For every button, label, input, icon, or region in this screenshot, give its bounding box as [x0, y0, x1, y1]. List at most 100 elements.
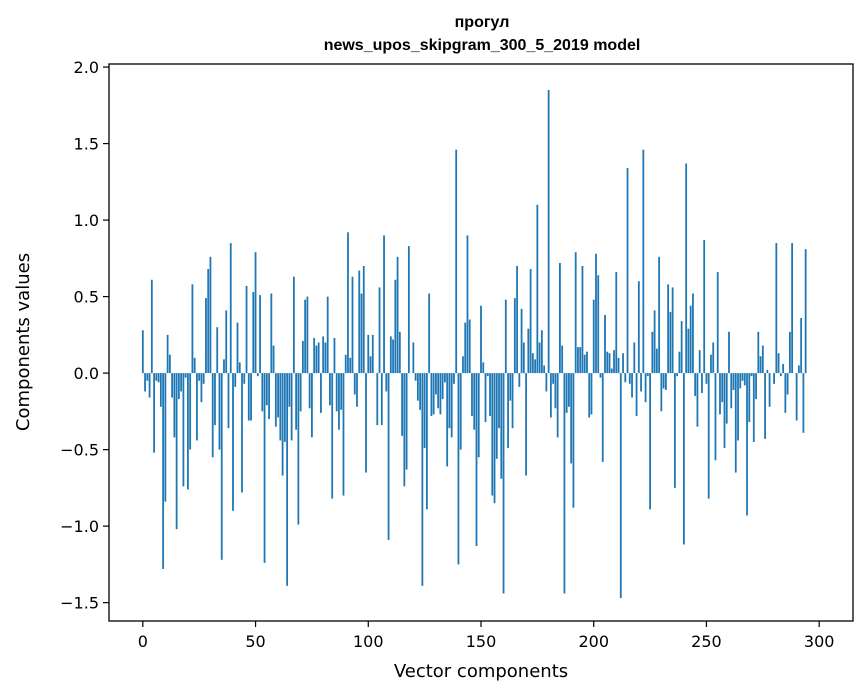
- bar: [198, 373, 201, 381]
- bar: [784, 373, 787, 413]
- bar: [540, 330, 543, 374]
- bar: [804, 249, 807, 374]
- bar: [757, 331, 760, 374]
- bar: [646, 373, 649, 377]
- bar: [247, 373, 250, 421]
- bar: [768, 373, 771, 407]
- bar: [669, 311, 672, 374]
- bar: [155, 373, 158, 381]
- bar: [619, 373, 622, 599]
- bar: [518, 373, 521, 387]
- bar: [347, 232, 349, 374]
- bar: [435, 373, 437, 395]
- bar: [322, 336, 325, 374]
- bar: [290, 373, 293, 441]
- bar: [211, 373, 214, 458]
- bar: [482, 362, 485, 374]
- bar: [396, 256, 399, 374]
- bar: [175, 373, 178, 530]
- bar: [782, 363, 785, 374]
- bar: [545, 373, 548, 392]
- bar: [748, 373, 751, 423]
- bar: [489, 373, 491, 416]
- bar: [362, 265, 365, 374]
- bar: [595, 253, 597, 374]
- bar: [723, 373, 726, 449]
- bar: [320, 373, 322, 413]
- bar: [326, 296, 329, 374]
- bar: [450, 373, 453, 438]
- bar: [177, 373, 180, 400]
- bar: [766, 370, 769, 374]
- bar: [333, 337, 336, 374]
- bar: [189, 373, 192, 450]
- bar: [315, 345, 318, 374]
- bar: [437, 373, 440, 409]
- bar: [664, 373, 667, 390]
- bar: [597, 275, 600, 374]
- bar: [777, 353, 780, 374]
- bar: [531, 353, 534, 374]
- bar: [640, 373, 642, 392]
- bar: [299, 373, 302, 412]
- bar: [243, 373, 246, 384]
- bar: [563, 373, 566, 594]
- bar: [371, 334, 374, 374]
- bar: [500, 373, 503, 479]
- bar: [227, 373, 230, 429]
- bar: [216, 327, 219, 374]
- bar: [439, 373, 442, 415]
- bar: [184, 373, 187, 378]
- bar: [660, 373, 663, 412]
- bar: [712, 342, 715, 374]
- bar: [432, 373, 435, 415]
- bar: [475, 373, 478, 547]
- bar: [484, 373, 487, 423]
- bar: [714, 373, 717, 461]
- bar: [441, 373, 444, 400]
- bar: [791, 243, 794, 374]
- bar: [509, 373, 512, 401]
- bar: [543, 365, 546, 374]
- bar: [365, 373, 367, 473]
- bar: [308, 373, 311, 409]
- bar: [590, 373, 593, 415]
- bar: [301, 340, 304, 374]
- bar: [719, 373, 721, 415]
- x-tick-label: 200: [578, 632, 609, 651]
- bar: [583, 354, 586, 374]
- y-tick-label: 0.0: [74, 364, 99, 383]
- bar: [628, 373, 631, 384]
- bar: [468, 319, 471, 374]
- bar: [653, 310, 656, 374]
- bar: [507, 373, 509, 449]
- bar: [631, 373, 633, 398]
- bar: [331, 373, 334, 499]
- y-axis-label: Components values: [13, 253, 34, 431]
- bar: [741, 373, 744, 381]
- bar: [241, 373, 243, 493]
- bar: [534, 359, 537, 374]
- bar: [755, 373, 757, 400]
- bar: [383, 235, 385, 374]
- bar: [705, 373, 708, 384]
- bar: [455, 149, 458, 374]
- y-tick-label: 1.5: [74, 135, 99, 154]
- bar: [419, 373, 422, 410]
- bar: [252, 292, 255, 374]
- bar: [162, 373, 165, 569]
- bar: [171, 373, 174, 398]
- bar: [734, 373, 737, 473]
- bar: [732, 373, 735, 390]
- bar: [701, 373, 703, 393]
- bar: [471, 373, 473, 416]
- bar: [775, 243, 778, 374]
- bar: [150, 279, 153, 374]
- bar: [265, 373, 268, 406]
- bar: [462, 356, 464, 374]
- bar: [687, 328, 690, 374]
- bar: [380, 373, 383, 426]
- bar: [236, 322, 239, 374]
- bar: [446, 373, 449, 467]
- bar: [502, 373, 505, 594]
